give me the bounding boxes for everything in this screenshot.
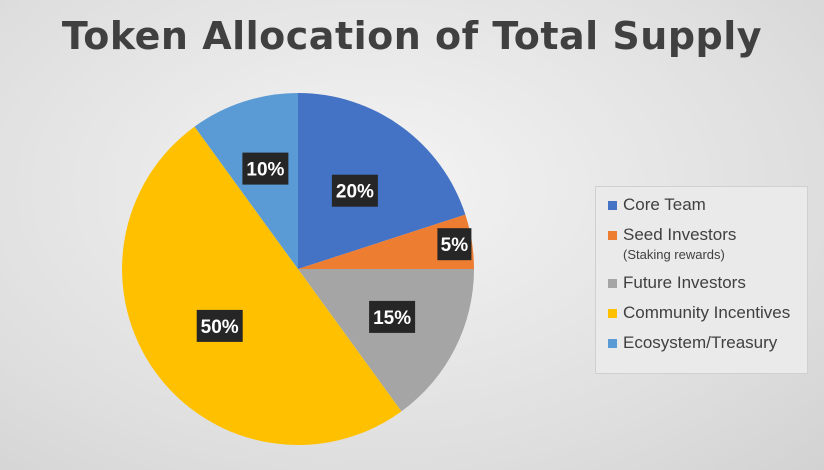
legend-swatch	[608, 339, 617, 348]
data-label-future-investors: 15%	[369, 300, 416, 333]
pie-slice-future-investors	[298, 269, 474, 412]
data-label-text: 20%	[336, 182, 374, 203]
legend-item-ecosystem-treasury: Ecosystem/Treasury	[608, 333, 807, 353]
data-label-core-team: 20%	[331, 174, 378, 207]
data-label-ecosystem-treasury: 10%	[242, 152, 289, 185]
pie-slice-core-team	[298, 93, 466, 269]
chart-title: Token Allocation of Total Supply	[61, 14, 763, 58]
data-label-text: 15%	[373, 308, 411, 329]
legend-swatch	[608, 309, 617, 318]
legend-sublabel: (Staking rewards)	[623, 247, 725, 262]
legend-label: Core Team	[623, 195, 706, 214]
legend-label: Future Investors	[623, 273, 746, 292]
data-label-box	[331, 174, 378, 207]
pie-slice-community-incentives	[122, 126, 402, 445]
data-label-text: 10%	[246, 160, 284, 181]
legend-label: Seed Investors (Staking rewards)	[623, 225, 737, 262]
legend-swatch	[608, 201, 617, 210]
data-label-text: 5%	[441, 235, 469, 256]
data-label-box	[437, 228, 472, 261]
data-label-box	[242, 152, 289, 185]
legend-item-community-incentives: Community Incentives	[608, 303, 807, 323]
legend-item-future-investors: Future Investors	[608, 273, 807, 293]
data-label-text: 50%	[201, 317, 239, 338]
pie-slice-seed-investors	[298, 214, 474, 269]
legend-item-seed-investors: Seed Investors (Staking rewards)	[608, 225, 807, 263]
data-label-seed-investors: 5%	[437, 228, 472, 261]
legend-item-core-team: Core Team	[608, 195, 807, 215]
legend-label: Ecosystem/Treasury	[623, 333, 778, 352]
data-label-box	[369, 300, 416, 333]
data-label-box	[196, 309, 243, 342]
data-label-community-incentives: 50%	[196, 309, 243, 342]
legend-swatch	[608, 279, 617, 288]
legend-label: Community Incentives	[623, 303, 791, 322]
legend: Core Team Seed Investors (Staking rewards)…	[595, 186, 808, 374]
legend-swatch	[608, 231, 617, 240]
